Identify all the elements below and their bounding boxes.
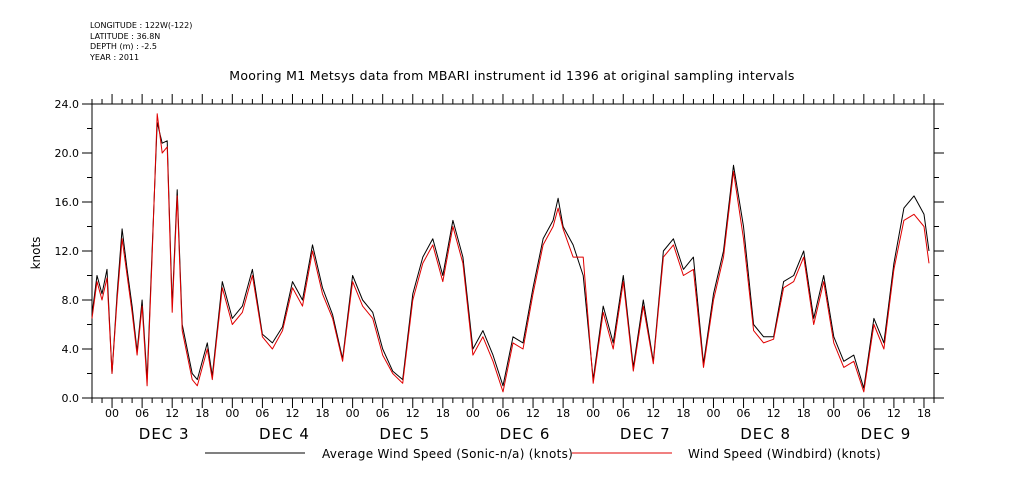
x-tick-label: 18 <box>797 407 811 420</box>
x-tick-label: 00 <box>706 407 720 420</box>
y-tick-label: 12.0 <box>55 245 80 258</box>
x-tick-label: 06 <box>857 407 871 420</box>
day-label: DEC 3 <box>139 425 190 443</box>
series-line-windbird-wind-speed <box>91 113 930 393</box>
x-tick-label: 12 <box>526 407 540 420</box>
chart-title: Mooring M1 Metsys data from MBARI instru… <box>229 68 795 83</box>
x-tick-label: 00 <box>586 407 600 420</box>
x-tick-label: 12 <box>165 407 179 420</box>
y-tick-label: 24.0 <box>55 98 80 111</box>
y-tick-label: 20.0 <box>55 147 80 160</box>
year-text: YEAR : 2011 <box>90 52 140 62</box>
series-layer <box>91 113 930 393</box>
x-tick-label: 06 <box>616 407 630 420</box>
day-label: DEC 9 <box>860 425 911 443</box>
x-tick-label: 18 <box>316 407 330 420</box>
plot-frame <box>91 103 935 399</box>
longitude-text: LONGITUDE : 122W(-122) <box>90 21 193 30</box>
y-tick-label: 8.0 <box>62 294 80 307</box>
x-tick-label: 18 <box>676 407 690 420</box>
y-tick-label: 0.0 <box>62 392 80 405</box>
legend-label-windbird: Wind Speed (Windbird) (knots) <box>688 447 881 461</box>
legend: Average Wind Speed (Sonic-n/a) (knots) W… <box>205 447 881 461</box>
x-tick-label: 12 <box>646 407 660 420</box>
x-tick-label: 18 <box>436 407 450 420</box>
legend-label-average: Average Wind Speed (Sonic-n/a) (knots) <box>322 447 573 461</box>
axes-group: 0.0 4.0 8.0 12.0 16.0 20.0 24.0 00 06 12 18 00 06 12 1… <box>55 94 944 443</box>
y-axis-title: knots <box>29 237 43 270</box>
day-label: DEC 6 <box>500 425 551 443</box>
x-tick-label: 06 <box>737 407 751 420</box>
day-label: DEC 4 <box>259 425 310 443</box>
x-tick-label: 18 <box>917 407 931 420</box>
metadata-block: LONGITUDE : 122W(-122) LATITUDE : 36.8N … <box>90 21 192 63</box>
x-tick-label: 06 <box>255 407 269 420</box>
x-tick-label: 12 <box>767 407 781 420</box>
x-tick-label: 00 <box>827 407 841 420</box>
x-tick-label: 18 <box>195 407 209 420</box>
day-label: DEC 5 <box>379 425 430 443</box>
x-tick-label: 06 <box>376 407 390 420</box>
x-tick-label: 00 <box>466 407 480 420</box>
x-tick-label: 00 <box>346 407 360 420</box>
x-tick-label: 06 <box>135 407 149 420</box>
x-tick-label: 12 <box>887 407 901 420</box>
day-label: DEC 8 <box>740 425 791 443</box>
y-tick-label: 4.0 <box>62 343 80 356</box>
x-tick-label: 06 <box>496 407 510 420</box>
x-tick-label: 00 <box>225 407 239 420</box>
depth-text: DEPTH (m) : -2.5 <box>90 42 157 51</box>
day-label: DEC 7 <box>620 425 671 443</box>
latitude-text: LATITUDE : 36.8N <box>90 31 161 41</box>
y-tick-label: 16.0 <box>55 196 80 209</box>
x-tick-label: 00 <box>105 407 119 420</box>
series-line-average-wind-speed <box>91 121 930 389</box>
x-tick-label: 12 <box>285 407 299 420</box>
x-tick-label: 12 <box>406 407 420 420</box>
x-tick-label: 18 <box>556 407 570 420</box>
